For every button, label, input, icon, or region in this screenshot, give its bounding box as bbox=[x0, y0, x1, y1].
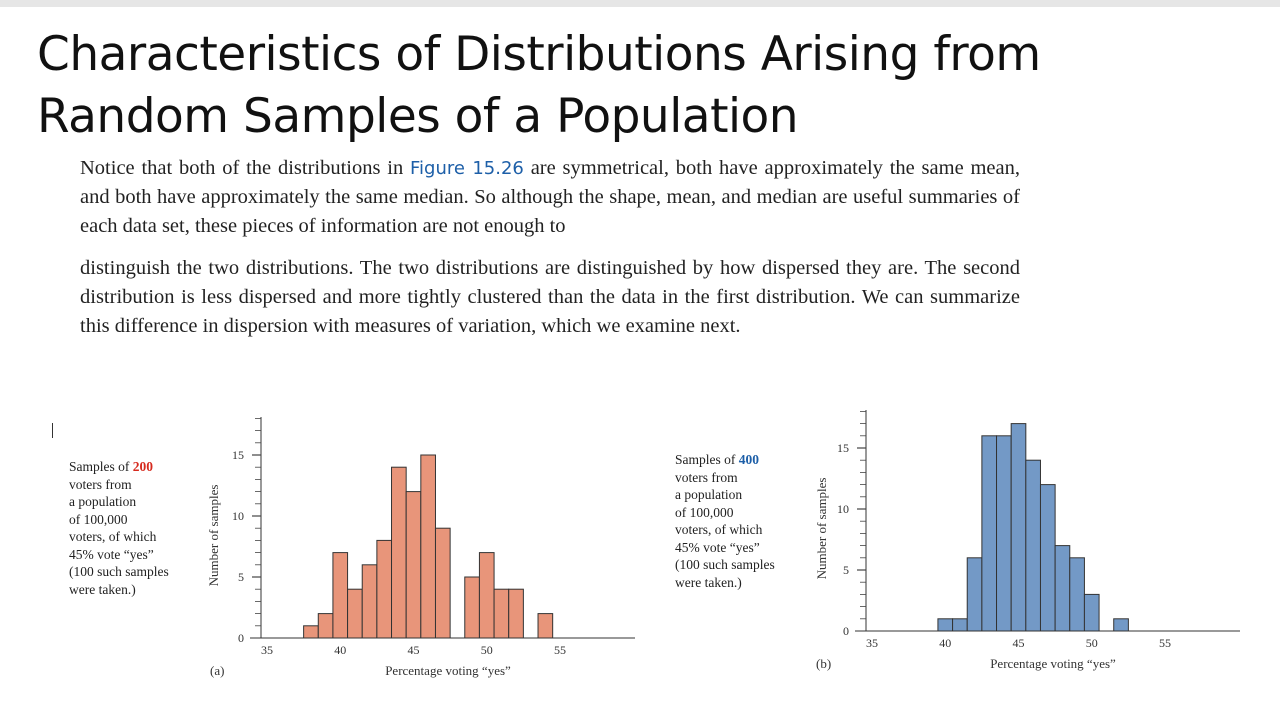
caption-text: a population bbox=[69, 494, 137, 509]
bar-b-41 bbox=[952, 618, 968, 632]
bar-a-41 bbox=[347, 588, 363, 639]
figure-reference: Figure 15.26 bbox=[410, 158, 524, 179]
caption-text: 45% vote “yes” bbox=[675, 539, 760, 555]
x-tick-label-a: 45 bbox=[408, 643, 420, 657]
paragraph-2: distinguish the two distributions. The t… bbox=[80, 257, 1020, 337]
bar-a-43 bbox=[376, 539, 393, 639]
bar-b-42 bbox=[966, 557, 983, 632]
caption-text: voters, of which bbox=[69, 529, 157, 544]
bar-a-46 bbox=[420, 454, 436, 639]
bar-b-48 bbox=[1054, 545, 1071, 632]
bar-b-46 bbox=[1025, 459, 1041, 632]
x-tick-label-b: 40 bbox=[939, 636, 951, 650]
y-tick-label-a: 10 bbox=[232, 509, 244, 523]
caption-b: Samples of 400 voters from a population … bbox=[675, 451, 775, 591]
x-tick-label-a: 35 bbox=[261, 643, 273, 657]
paragraph-1-text: Notice that both of the distributions in bbox=[80, 157, 410, 179]
x-axis-label-b: Percentage voting “yes” bbox=[990, 656, 1116, 671]
panel-label-a: (a) bbox=[210, 663, 224, 678]
x-tick-label-b: 50 bbox=[1086, 636, 1098, 650]
y-tick-label-a: 15 bbox=[232, 448, 244, 462]
x-axis-label-a: Percentage voting “yes” bbox=[385, 663, 511, 678]
y-tick-label-a: 5 bbox=[238, 570, 244, 584]
bar-b-47 bbox=[1039, 484, 1056, 632]
caption-text: of 100,000 bbox=[675, 504, 734, 520]
y-tick-label-b: 5 bbox=[843, 563, 849, 577]
panel-label-b: (b) bbox=[816, 656, 831, 671]
x-tick-label-a: 50 bbox=[481, 643, 493, 657]
bar-a-49 bbox=[464, 576, 480, 639]
bar-b-50 bbox=[1083, 593, 1100, 632]
caption-text: voters from bbox=[675, 469, 738, 485]
bar-b-40 bbox=[937, 618, 954, 632]
y-tick-label-b: 0 bbox=[843, 624, 849, 638]
caption-text: were taken.) bbox=[69, 581, 136, 597]
title-line-1: Characteristics of Distributions Arising… bbox=[37, 27, 1041, 82]
sample-size-a: 200 bbox=[132, 459, 153, 474]
caption-text: of 100,000 bbox=[69, 511, 128, 527]
caption-text: (100 such samples bbox=[675, 557, 775, 572]
bar-b-49 bbox=[1069, 557, 1085, 632]
y-tick-label-b: 10 bbox=[837, 502, 849, 516]
caption-a: Samples of 200 voters from a population … bbox=[69, 458, 169, 598]
x-tick-label-a: 55 bbox=[554, 643, 566, 657]
caption-text: 45% vote “yes” bbox=[69, 546, 154, 562]
x-tick-label-a: 40 bbox=[334, 643, 346, 657]
title-line-2: Random Samples of a Population bbox=[37, 89, 799, 144]
bar-a-51 bbox=[493, 588, 510, 639]
x-tick-label-b: 35 bbox=[866, 636, 878, 650]
paragraph-1-text-cont: are symmetrical, both have approximately… bbox=[80, 157, 1020, 237]
bar-a-44 bbox=[391, 466, 407, 639]
sample-size-b: 400 bbox=[738, 452, 759, 467]
bar-b-43 bbox=[981, 435, 998, 632]
y-tick-label-b: 15 bbox=[837, 441, 849, 455]
bar-a-42 bbox=[361, 564, 378, 639]
bar-b-52 bbox=[1113, 618, 1129, 632]
bar-a-52 bbox=[508, 588, 524, 639]
x-tick-label-b: 55 bbox=[1159, 636, 1171, 650]
caption-text: were taken.) bbox=[675, 574, 742, 590]
bar-a-50 bbox=[478, 552, 495, 639]
caption-text: a population bbox=[675, 487, 743, 502]
caption-text: voters from bbox=[69, 476, 132, 492]
caption-text: Samples of bbox=[675, 452, 739, 467]
bar-b-45 bbox=[1010, 423, 1027, 632]
y-axis-label-a: Number of samples bbox=[206, 485, 221, 587]
bar-a-45 bbox=[405, 491, 422, 639]
slide-title: Characteristics of Distributions Arising… bbox=[37, 24, 1041, 148]
caption-text: Samples of bbox=[69, 459, 133, 474]
bar-a-40 bbox=[332, 552, 349, 639]
x-tick-label-b: 45 bbox=[1013, 636, 1025, 650]
y-axis-label-b: Number of samples bbox=[814, 478, 829, 580]
y-tick-label-a: 0 bbox=[238, 631, 244, 645]
bar-a-38 bbox=[303, 625, 319, 639]
caption-text: (100 such samples bbox=[69, 564, 169, 579]
caption-text: voters, of which bbox=[675, 522, 763, 537]
paragraph-1: Notice that both of the distributions in… bbox=[80, 154, 1020, 241]
bar-a-54 bbox=[537, 613, 554, 639]
text-cursor bbox=[52, 423, 53, 438]
bar-b-44 bbox=[996, 435, 1012, 632]
bar-a-47 bbox=[434, 527, 451, 639]
bar-a-39 bbox=[317, 613, 334, 639]
top-bar bbox=[0, 0, 1280, 7]
